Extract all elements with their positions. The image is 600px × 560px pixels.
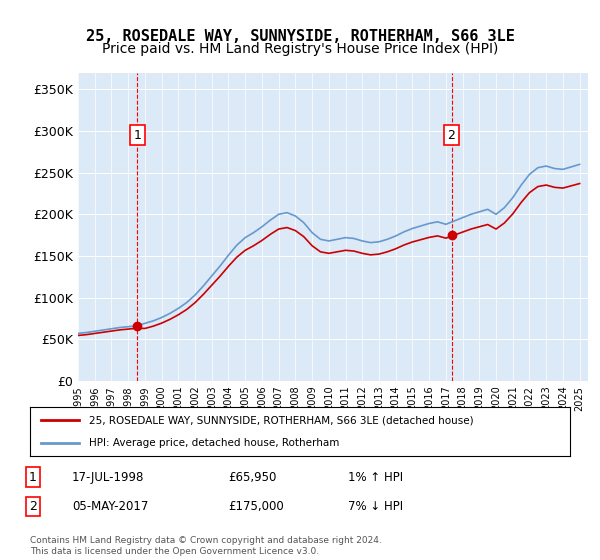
Text: £175,000: £175,000 [228,500,284,514]
Text: 1: 1 [29,470,37,484]
Text: 05-MAY-2017: 05-MAY-2017 [72,500,148,514]
Text: Price paid vs. HM Land Registry's House Price Index (HPI): Price paid vs. HM Land Registry's House … [102,43,498,57]
Text: 25, ROSEDALE WAY, SUNNYSIDE, ROTHERHAM, S66 3LE (detached house): 25, ROSEDALE WAY, SUNNYSIDE, ROTHERHAM, … [89,416,474,426]
Text: 17-JUL-1998: 17-JUL-1998 [72,470,145,484]
Text: 1% ↑ HPI: 1% ↑ HPI [348,470,403,484]
Text: 7% ↓ HPI: 7% ↓ HPI [348,500,403,514]
Text: HPI: Average price, detached house, Rotherham: HPI: Average price, detached house, Roth… [89,438,340,448]
Text: £65,950: £65,950 [228,470,277,484]
Text: 2: 2 [448,129,455,142]
Text: Contains HM Land Registry data © Crown copyright and database right 2024.
This d: Contains HM Land Registry data © Crown c… [30,536,382,556]
Text: 2: 2 [29,500,37,514]
Text: 25, ROSEDALE WAY, SUNNYSIDE, ROTHERHAM, S66 3LE: 25, ROSEDALE WAY, SUNNYSIDE, ROTHERHAM, … [86,29,514,44]
Text: 1: 1 [133,129,141,142]
